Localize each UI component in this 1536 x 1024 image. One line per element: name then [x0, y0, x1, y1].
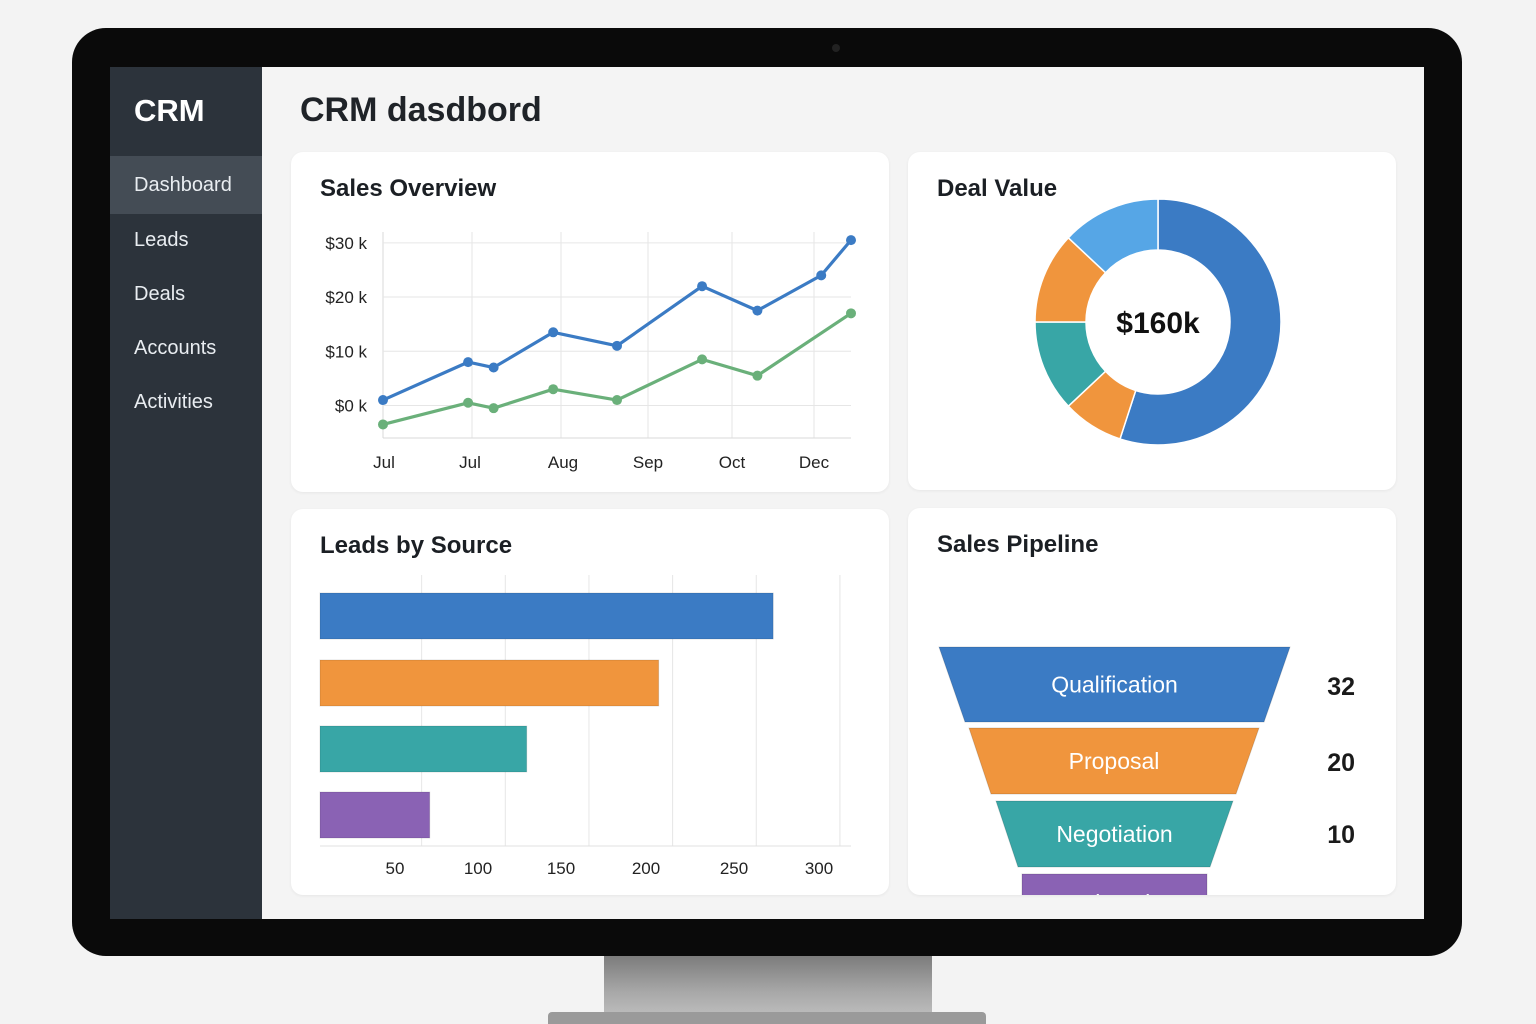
- sales-pipeline-funnel: Qualification 32 Proposal 20 Negotiation 10 Cl…: [938, 646, 1355, 895]
- series-2-point: [752, 370, 763, 381]
- leads-by-source-card: 50 100 150 200 250 300 Leads by Source: [291, 509, 889, 895]
- series-2-point: [548, 384, 559, 395]
- screen: CRM Dashboard Leads Deals Accounts Activ…: [110, 67, 1424, 919]
- sidebar: CRM Dashboard Leads Deals Accounts Activ…: [110, 67, 262, 919]
- deal-value-total: $160k: [1116, 307, 1200, 340]
- sidebar-nav: Dashboard Leads Deals Accounts Activitie…: [110, 156, 262, 430]
- sales-overview-chart: $30 k $20 k $10 k $0 k Jul Jul Aug Sep Oct Dec: [325, 232, 856, 472]
- donut-slice-5: [1067, 198, 1159, 274]
- sales-pipeline-card: Qualification 32 Proposal 20 Negotiation 10 Cl…: [908, 508, 1396, 895]
- funnel-stage-2: [968, 727, 1260, 795]
- sales-pipeline-title: Sales Pipeline: [937, 531, 1099, 558]
- series-1-point: [612, 340, 622, 351]
- series-2-point: [463, 397, 474, 408]
- leads-by-source-title: Leads by Source: [320, 532, 513, 559]
- x-tick-label: Jul: [459, 453, 481, 472]
- x-tick-label: 200: [632, 859, 660, 878]
- deal-value-donut: $160k: [1034, 198, 1282, 446]
- sales-overview-title: Sales Overview: [320, 175, 497, 202]
- donut-slice-1: [1119, 198, 1282, 446]
- page-title: CRM dasdbord: [300, 91, 542, 129]
- y-tick-label: $20 k: [325, 288, 367, 307]
- funnel-stage-count: 32: [1327, 673, 1355, 701]
- funnel-stage-1: [938, 646, 1291, 723]
- series-1-point: [697, 281, 708, 292]
- leads-bar-2: [319, 659, 660, 707]
- monitor-stand: [604, 956, 932, 1016]
- sidebar-item-accounts[interactable]: Accounts: [134, 337, 217, 359]
- funnel-stage-count: 5: [1341, 891, 1355, 895]
- deal-value-card: $160k Deal Value: [908, 152, 1396, 490]
- x-tick-label: Aug: [548, 453, 578, 472]
- funnel-stage-label: Qualification: [1051, 672, 1178, 698]
- brand-logo: CRM: [134, 93, 205, 128]
- monitor-stand-base: [548, 1012, 986, 1024]
- series-2-point: [846, 308, 856, 319]
- series-1-point: [488, 362, 499, 373]
- funnel-stage-3: [995, 800, 1234, 868]
- series-1-point: [378, 395, 388, 406]
- x-tick-label: 300: [805, 859, 833, 878]
- y-tick-label: $0 k: [335, 396, 368, 415]
- series-2-point: [378, 419, 388, 430]
- sidebar-item-activities[interactable]: Activities: [134, 391, 213, 413]
- camera-dot: [832, 44, 840, 52]
- funnel-stage-label: Closed: [1079, 890, 1151, 895]
- series-1-point: [548, 327, 559, 338]
- series-1-point: [463, 357, 474, 368]
- leads-bar-4: [319, 791, 431, 839]
- leads-by-source-chart: 50 100 150 200 250 300: [319, 575, 851, 878]
- funnel-stage-count: 10: [1327, 821, 1355, 849]
- series-1-point: [752, 305, 763, 316]
- leads-bar-1: [319, 592, 774, 640]
- funnel-stage-label: Proposal: [1069, 748, 1160, 774]
- series-2-point: [697, 354, 708, 365]
- y-tick-label: $30 k: [325, 234, 367, 253]
- funnel-stage-4: [1021, 873, 1208, 895]
- series-1-point: [846, 235, 856, 246]
- sidebar-item-dashboard[interactable]: Dashboard: [110, 156, 262, 214]
- leads-bar-3: [319, 725, 528, 773]
- funnel-stage-label: Negotiation: [1056, 821, 1172, 847]
- x-tick-label: 250: [720, 859, 748, 878]
- x-tick-label: Oct: [719, 453, 746, 472]
- series-1-point: [816, 270, 827, 281]
- deal-value-title: Deal Value: [937, 175, 1058, 202]
- x-tick-label: Dec: [799, 453, 830, 472]
- x-tick-label: Sep: [633, 453, 663, 472]
- series-2-point: [612, 395, 622, 406]
- x-tick-label: 100: [464, 859, 492, 878]
- x-tick-label: 150: [547, 859, 575, 878]
- sales-overview-card: $30 k $20 k $10 k $0 k Jul Jul Aug Sep Oct Dec Sa…: [291, 152, 889, 492]
- sidebar-item-deals[interactable]: Deals: [134, 283, 186, 305]
- sidebar-item-leads[interactable]: Leads: [134, 229, 189, 251]
- series-2-point: [488, 403, 499, 414]
- x-tick-label: 50: [386, 859, 405, 878]
- x-tick-label: Jul: [373, 453, 395, 472]
- series-line-1: [382, 239, 853, 402]
- y-tick-label: $10 k: [325, 342, 367, 361]
- funnel-stage-count: 20: [1327, 749, 1355, 777]
